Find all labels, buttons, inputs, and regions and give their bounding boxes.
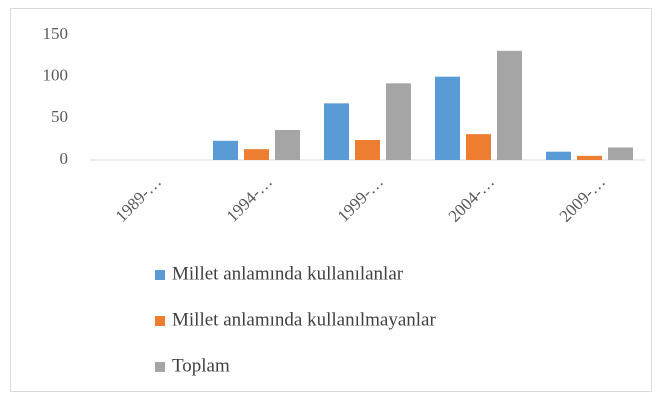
- bar: [355, 140, 380, 160]
- bar: [435, 76, 460, 160]
- bar: [275, 130, 300, 160]
- bar: [577, 155, 602, 160]
- legend-swatch: [155, 362, 165, 372]
- bar: [386, 83, 411, 160]
- chart-border: [10, 8, 652, 392]
- bar: [213, 140, 238, 160]
- legend-label: Millet anlamında kullanılanlar: [172, 263, 404, 284]
- legend-label: Toplam: [172, 355, 230, 376]
- y-tick-label: 50: [51, 107, 68, 126]
- legend-swatch: [155, 270, 165, 280]
- y-tick-label: 100: [43, 66, 69, 85]
- bar: [466, 134, 491, 160]
- bar: [324, 103, 349, 160]
- y-tick-label: 0: [60, 149, 69, 168]
- bar: [244, 149, 269, 160]
- legend-swatch: [155, 316, 165, 326]
- bar: [497, 50, 522, 161]
- bar: [546, 151, 571, 160]
- y-tick-label: 150: [43, 24, 69, 43]
- bar: [608, 147, 633, 160]
- legend-label: Millet anlamında kullanılmayanlar: [172, 309, 436, 330]
